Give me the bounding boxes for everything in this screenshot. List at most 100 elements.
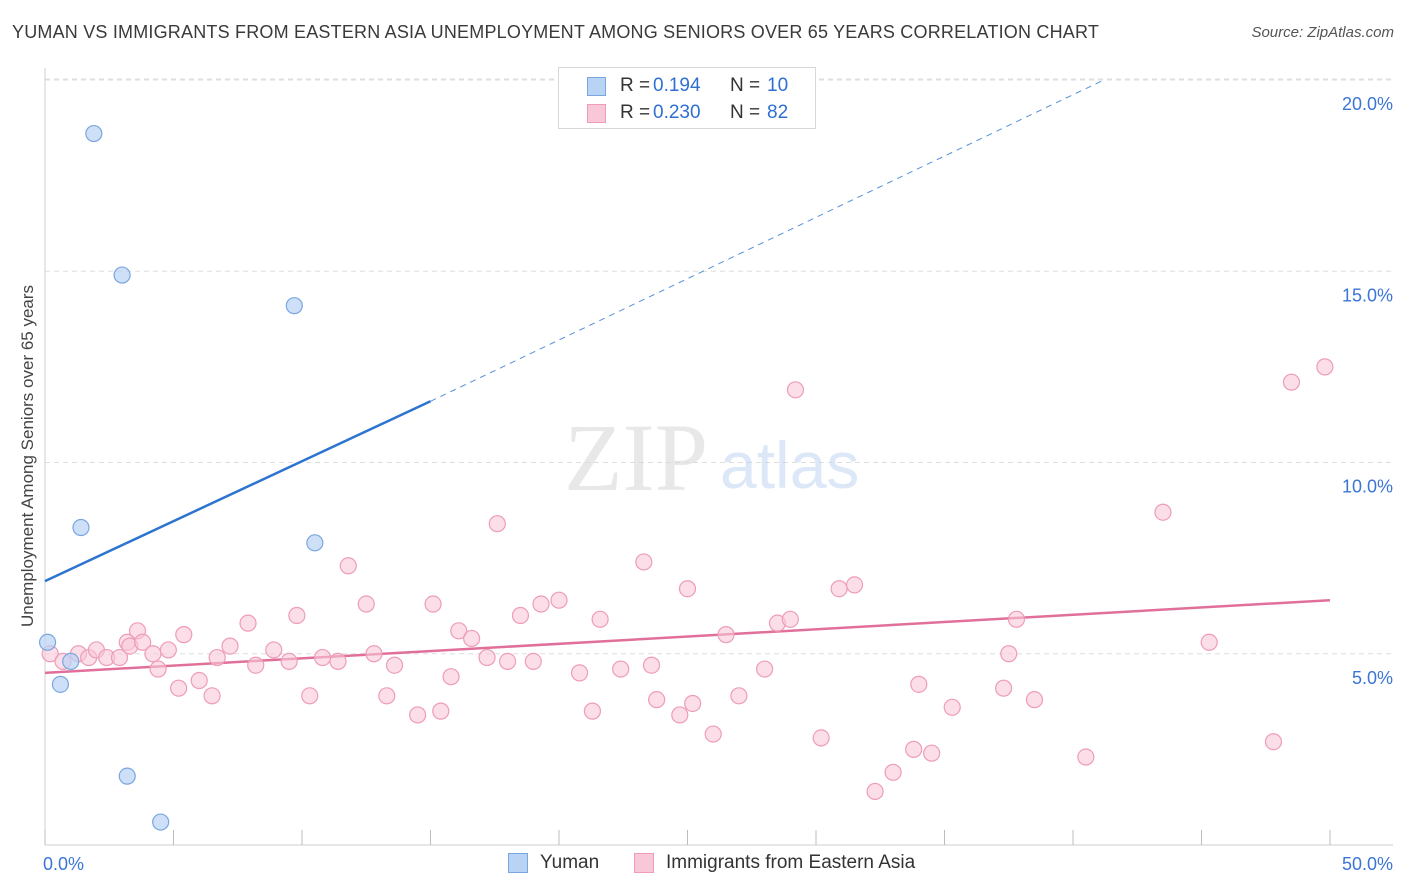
asia-point (190, 671, 208, 690)
asia-point (684, 694, 702, 713)
yuman-point (306, 534, 324, 552)
yuman-point (62, 652, 80, 671)
n-value: 82 (767, 102, 789, 123)
asia-point (442, 668, 460, 686)
asia-point (910, 675, 928, 693)
asia-point (1000, 645, 1018, 663)
y-tick-label: 20.0% (1342, 94, 1393, 114)
asia-point (329, 652, 347, 671)
tick-labels: 5.0% 10.0% 15.0% 20.0% 0.0% 50.0% (43, 94, 1393, 874)
asia-point (478, 648, 496, 667)
asia-point (313, 648, 332, 667)
yuman-point (72, 518, 90, 537)
asia-point (511, 606, 530, 625)
asia-point (149, 660, 167, 678)
asia-point (786, 381, 805, 399)
asia-point (365, 645, 383, 663)
y-axis-label: Unemployment Among Seniors over 65 years (18, 284, 37, 628)
axes (44, 68, 1393, 846)
yuman-point (118, 767, 136, 785)
y-tick-label: 5.0% (1352, 668, 1393, 688)
yuman-point (51, 675, 70, 693)
asia-point (424, 595, 442, 613)
asia-point (1077, 748, 1095, 766)
asia-point (905, 740, 923, 758)
yuman-trend-extension (430, 79, 1105, 402)
asia-point (570, 664, 589, 682)
asia-point (110, 648, 129, 667)
asia-point (288, 606, 306, 625)
asia-point (175, 626, 193, 644)
asia-point (1007, 610, 1026, 628)
asia-point (730, 687, 748, 705)
asia-point (247, 656, 265, 674)
asia-point (943, 698, 961, 716)
asia-point (432, 702, 450, 720)
asia-point (781, 610, 799, 628)
asia-point (208, 648, 226, 667)
asia-point (301, 687, 319, 705)
yuman-point (38, 633, 57, 651)
asia-point (995, 679, 1013, 697)
asia-point (532, 595, 550, 613)
r-value: 0.230 (653, 102, 701, 123)
asia-point (385, 656, 404, 674)
yuman-point (152, 813, 170, 831)
r-label: R = (620, 102, 651, 123)
asia-point (203, 687, 221, 705)
asia-swatch (587, 104, 606, 123)
asia-point (134, 633, 152, 651)
legend-label-asia: Immigrants from Eastern Asia (666, 852, 916, 873)
n-label: N = (730, 102, 761, 123)
yuman-legend-swatch (508, 853, 528, 873)
yuman-point (113, 266, 131, 284)
asia-point (591, 610, 609, 628)
asia-point (812, 729, 830, 747)
asia-point (1025, 691, 1044, 709)
asia-point (648, 691, 666, 709)
yuman-trend-line (44, 400, 432, 583)
asia-point (239, 614, 257, 632)
chart-title: YUMAN VS IMMIGRANTS FROM EASTERN ASIA UN… (12, 22, 1100, 42)
asia-point (755, 660, 774, 678)
asia-point (717, 626, 735, 644)
asia-point (642, 656, 661, 674)
asia-point (830, 580, 848, 598)
asia-point (144, 645, 162, 663)
asia-point (923, 744, 941, 762)
asia-point (884, 763, 902, 781)
asia-point (845, 576, 864, 594)
asia-point (1316, 358, 1334, 376)
asia-point (265, 641, 283, 659)
yuman-point (85, 124, 103, 143)
asia-point (1282, 373, 1301, 391)
asia-point (866, 782, 884, 801)
asia-point (339, 557, 357, 575)
watermark-zip: ZIP (564, 404, 708, 511)
asia-point (221, 637, 239, 655)
asia-point (550, 591, 568, 609)
yuman-swatch (587, 77, 606, 96)
asia-point (1264, 733, 1283, 751)
data-points (38, 124, 1334, 831)
asia-point (704, 725, 722, 743)
x-tick-label: 50.0% (1342, 854, 1393, 874)
asia-point (1154, 503, 1172, 521)
legend-series: Yuman Immigrants from Eastern Asia (0, 852, 1406, 878)
y-tick-label: 10.0% (1342, 477, 1393, 497)
asia-point (159, 641, 177, 659)
asia-legend-swatch (634, 853, 654, 873)
asia-point (170, 679, 188, 697)
watermark-atlas: atlas (720, 428, 859, 502)
asia-point (280, 652, 298, 671)
asia-point (409, 706, 427, 724)
grid-lines (45, 78, 1393, 655)
asia-point (524, 652, 542, 671)
n-label: N = (730, 75, 761, 96)
asia-point (357, 595, 375, 613)
asia-point (583, 702, 602, 720)
y-tick-label: 15.0% (1342, 285, 1393, 305)
watermark: ZIP atlas (564, 404, 859, 511)
x-tick-label: 0.0% (43, 854, 84, 874)
